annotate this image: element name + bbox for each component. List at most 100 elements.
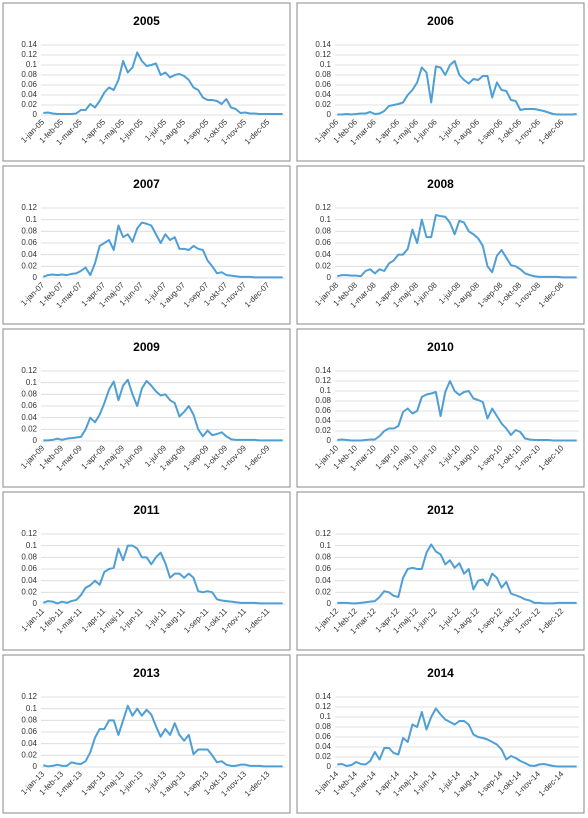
y-tick-label: 0.12 [315, 376, 331, 385]
y-tick-label: 0.14 [315, 40, 331, 49]
chart-panel: 200800.020.040.060.080.10.121-jan-081-fe… [296, 165, 585, 325]
y-tick-label: 0.08 [315, 722, 331, 731]
chart-title: 2012 [427, 503, 454, 517]
data-line [43, 378, 283, 442]
chart-title: 2010 [427, 340, 454, 354]
y-tick-label: 0.02 [315, 100, 331, 109]
y-tick-label: 0.08 [315, 396, 331, 405]
panel-border [2, 165, 291, 325]
y-tick-label: 0.14 [315, 366, 331, 375]
y-tick-label: 0.06 [315, 564, 331, 573]
data-line [337, 380, 577, 442]
y-tick-label: 0 [327, 599, 332, 608]
chart-title: 2007 [133, 177, 160, 191]
y-tick-label: 0 [33, 762, 38, 771]
data-line [337, 60, 577, 116]
y-tick-label: 0.08 [21, 715, 37, 724]
chart-panel: 201100.020.040.060.080.10.121-jan-111-fe… [2, 491, 291, 651]
y-tick-label: 0.02 [21, 424, 37, 433]
y-tick-label: 0.06 [315, 732, 331, 741]
y-tick-label: 0 [327, 762, 332, 771]
chart-panel: 200900.020.040.060.080.10.121-jan-091-fe… [2, 328, 291, 488]
chart-title: 2009 [133, 340, 160, 354]
data-line [43, 704, 283, 768]
y-tick-label: 0.1 [320, 541, 332, 550]
y-tick-label: 0 [327, 273, 332, 282]
y-tick-label: 0.04 [21, 90, 37, 99]
y-tick-label: 0.04 [315, 90, 331, 99]
y-tick-label: 0.1 [26, 60, 38, 69]
y-tick-label: 0.12 [315, 529, 331, 538]
panel-border [296, 654, 585, 814]
chart-panel: 201400.020.040.060.080.10.120.141-jan-14… [296, 654, 585, 814]
y-tick-label: 0.02 [21, 261, 37, 270]
y-tick-label: 0.04 [315, 250, 331, 259]
panel-border [2, 2, 291, 162]
data-line [337, 543, 577, 605]
y-tick-label: 0.1 [320, 60, 332, 69]
panel-border [296, 2, 585, 162]
chart-title: 2013 [133, 666, 160, 680]
y-tick-label: 0.12 [21, 692, 37, 701]
y-tick-label: 0 [33, 110, 38, 119]
y-tick-label: 0.04 [21, 739, 37, 748]
y-tick-label: 0.06 [21, 80, 37, 89]
y-tick-label: 0.1 [26, 215, 38, 224]
y-tick-label: 0.1 [26, 704, 38, 713]
panel-border [296, 165, 585, 325]
y-tick-label: 0 [327, 436, 332, 445]
y-tick-label: 0.08 [21, 389, 37, 398]
y-tick-label: 0.08 [315, 70, 331, 79]
y-tick-label: 0.08 [21, 226, 37, 235]
panel-border [2, 654, 291, 814]
y-tick-label: 0.12 [21, 50, 37, 59]
data-line [43, 544, 283, 605]
y-tick-label: 0.02 [21, 750, 37, 759]
y-tick-label: 0.02 [315, 426, 331, 435]
y-tick-label: 0.06 [21, 401, 37, 410]
y-tick-label: 0.06 [21, 564, 37, 573]
y-tick-label: 0.1 [320, 386, 332, 395]
y-tick-label: 0 [33, 436, 38, 445]
y-tick-label: 0.02 [21, 100, 37, 109]
data-line [43, 51, 283, 115]
data-line [337, 214, 577, 279]
panel-border [296, 491, 585, 651]
panel-border [2, 491, 291, 651]
y-tick-label: 0.04 [315, 416, 331, 425]
y-tick-label: 0.08 [315, 552, 331, 561]
chart-panel: 201000.020.040.060.080.10.120.141-jan-10… [296, 328, 585, 488]
y-tick-label: 0.04 [315, 576, 331, 585]
y-tick-label: 0.12 [21, 203, 37, 212]
y-tick-label: 0.1 [26, 378, 38, 387]
y-tick-label: 0 [33, 273, 38, 282]
chart-title: 2008 [427, 177, 454, 191]
y-tick-label: 0.14 [21, 40, 37, 49]
y-tick-label: 0.02 [21, 587, 37, 596]
chart-panel: 200700.020.040.060.080.10.121-jan-071-fe… [2, 165, 291, 325]
y-tick-label: 0.04 [21, 250, 37, 259]
y-tick-label: 0.06 [315, 238, 331, 247]
y-tick-label: 0.12 [21, 366, 37, 375]
y-tick-label: 0.12 [315, 203, 331, 212]
y-tick-label: 0.12 [315, 702, 331, 711]
y-tick-label: 0.1 [26, 541, 38, 550]
y-tick-label: 0.06 [315, 80, 331, 89]
y-tick-label: 0.08 [315, 226, 331, 235]
chart-panel: 201200.020.040.060.080.10.121-jan-121-fe… [296, 491, 585, 651]
chart-title: 2014 [427, 666, 454, 680]
y-tick-label: 0.02 [315, 587, 331, 596]
y-tick-label: 0 [33, 599, 38, 608]
chart-panel: 200600.020.040.060.080.10.120.141-jan-06… [296, 2, 585, 162]
y-tick-label: 0.02 [315, 261, 331, 270]
y-tick-label: 0.12 [315, 50, 331, 59]
y-tick-label: 0.04 [315, 742, 331, 751]
chart-title: 2011 [133, 503, 159, 517]
y-tick-label: 0.14 [315, 692, 331, 701]
chart-panel: 200500.020.040.060.080.10.120.141-jan-05… [2, 2, 291, 162]
y-tick-label: 0.02 [315, 752, 331, 761]
chart-panel: 201300.020.040.060.080.10.121-jan-131-fe… [2, 654, 291, 814]
y-tick-label: 0 [327, 110, 332, 119]
chart-title: 2005 [133, 14, 160, 28]
